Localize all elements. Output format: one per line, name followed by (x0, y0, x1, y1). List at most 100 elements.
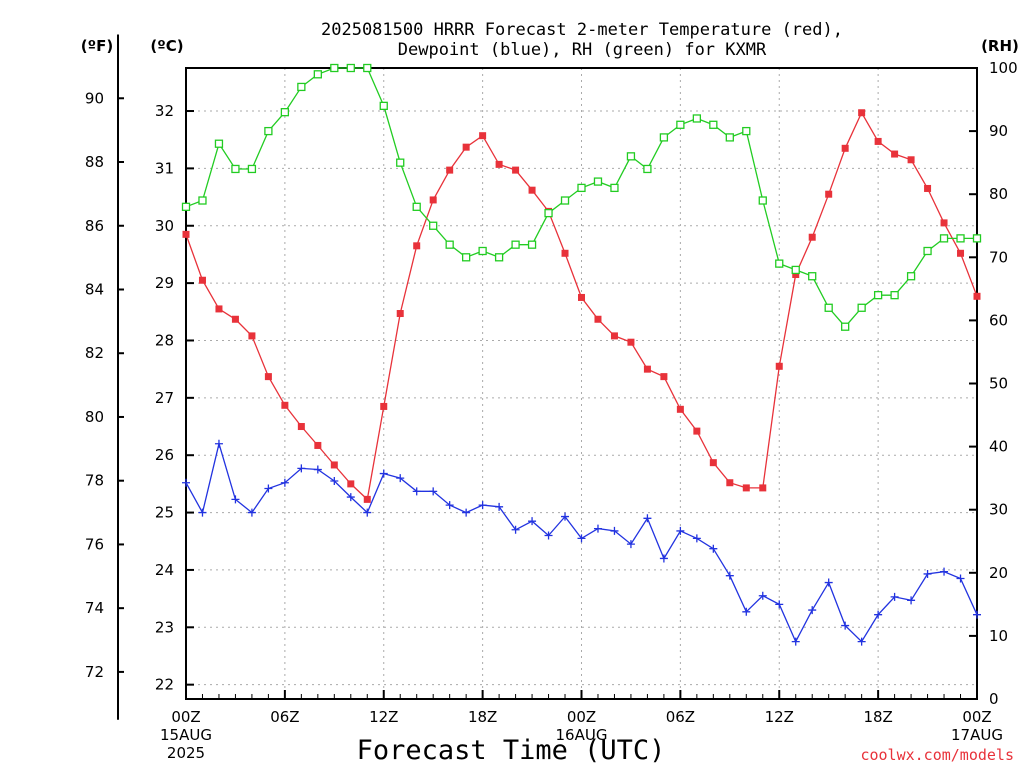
temperature-point (874, 137, 882, 145)
dewpoint-point (709, 544, 718, 553)
celsius-tick-label: 29 (155, 274, 174, 292)
dewpoint-point (593, 524, 602, 533)
rh-point (659, 133, 669, 142)
temperature-point (924, 184, 932, 192)
rh-point (494, 253, 504, 262)
dewpoint-point (280, 478, 289, 487)
x-tick-label: 18Z (863, 708, 892, 726)
celsius-tick-label: 32 (155, 102, 174, 120)
rh-tick-label: 90 (989, 122, 1008, 140)
temperature-point (759, 484, 767, 492)
temperature-point (396, 310, 404, 318)
temperature-point (380, 402, 388, 410)
fahrenheit-tick-label: 88 (85, 153, 104, 171)
rh-point (873, 291, 883, 300)
temperature-point (693, 427, 701, 435)
dewpoint-point (363, 508, 372, 517)
rh-point (231, 164, 240, 174)
dewpoint-point (346, 493, 355, 502)
dewpoint-point (412, 487, 421, 496)
dewpoint-point (462, 508, 471, 517)
dewpoint-point (297, 464, 306, 473)
temperature-point (610, 332, 618, 340)
temperature-point (347, 480, 355, 488)
temperature-point (314, 441, 322, 449)
temperature-point (297, 423, 305, 431)
dewpoint-point (264, 484, 273, 493)
dewpoint-point (874, 610, 883, 619)
rh-tick-label: 60 (989, 311, 1008, 329)
dewpoint-point (396, 474, 405, 483)
rh-point (363, 63, 372, 73)
rh-point (511, 240, 520, 249)
rh-point (461, 253, 471, 262)
dewpoint-point (808, 606, 817, 615)
temperature-point (182, 230, 190, 238)
rh-point (956, 234, 965, 243)
x-tick-label: 17AUG (951, 726, 1003, 744)
dewpoint-point (824, 578, 833, 587)
dewpoint-point (445, 501, 454, 510)
temperature-point (512, 166, 520, 174)
x-tick-label: 15AUG (160, 726, 212, 744)
rh-point (198, 196, 207, 205)
fahrenheit-tick-label: 90 (85, 89, 104, 107)
credit-label: coolwx.com/models (860, 746, 1014, 764)
chart-title-line2: Dewpoint (blue), RH (green) for KXMR (398, 40, 767, 60)
rh-tick-label: 20 (989, 564, 1008, 582)
dewpoint-point (313, 465, 322, 474)
dewpoint-point (907, 596, 916, 605)
celsius-tick-label: 31 (155, 159, 174, 177)
dewpoint-point (725, 571, 734, 580)
rh-point (906, 272, 916, 281)
rh-point (939, 234, 949, 243)
dewpoint-point (214, 439, 223, 448)
series-dewpoint (182, 439, 981, 646)
celsius-tick-label: 30 (155, 217, 174, 235)
rh-point (610, 183, 619, 193)
temperature-point (446, 166, 454, 174)
fahrenheit-tick-label: 72 (85, 663, 104, 681)
dewpoint-point (429, 487, 438, 496)
x-tick-label: 00Z (962, 708, 991, 726)
dewpoint-point (775, 600, 784, 609)
temperature-point (742, 484, 750, 492)
dewpoint-point (231, 495, 240, 504)
dewpoint-point (758, 591, 767, 600)
dewpoint-point (561, 512, 570, 521)
x-axis-label: Forecast Time (UTC) (357, 735, 666, 766)
celsius-tick-label: 24 (155, 561, 174, 579)
rh-point (297, 82, 306, 92)
temperature-point (726, 479, 734, 487)
fahrenheit-tick-label: 74 (85, 599, 104, 617)
dewpoint-point (791, 637, 800, 646)
plot-frame (185, 67, 978, 700)
temperature-point (808, 233, 816, 241)
temperature-point (643, 365, 651, 373)
rh-point (247, 164, 257, 174)
fahrenheit-tick-label: 86 (85, 217, 104, 235)
rh-point (577, 183, 586, 193)
x-tick-label: 06Z (270, 708, 299, 726)
dewpoint-point (973, 610, 981, 619)
temperature-point (281, 401, 289, 409)
rh-tick-label: 70 (989, 248, 1008, 266)
rh-tick-label: 80 (989, 185, 1008, 203)
temperature-point (907, 156, 915, 164)
temperature-point (891, 150, 899, 158)
rh-point (330, 63, 339, 73)
temperature-point (528, 186, 536, 194)
x-tick-label: 16AUG (556, 726, 608, 744)
temperature-point (676, 405, 684, 413)
dewpoint-point (940, 567, 949, 576)
rh-tick-label: 50 (989, 375, 1008, 393)
x-tick-label: 00Z (171, 708, 200, 726)
x-tick-label: 18Z (468, 708, 497, 726)
dewpoint-point (379, 469, 388, 478)
temperature-point (660, 373, 668, 381)
rh-point (313, 70, 322, 79)
rh-point (280, 108, 290, 117)
rh-point (429, 221, 438, 230)
rh-point (824, 303, 833, 312)
